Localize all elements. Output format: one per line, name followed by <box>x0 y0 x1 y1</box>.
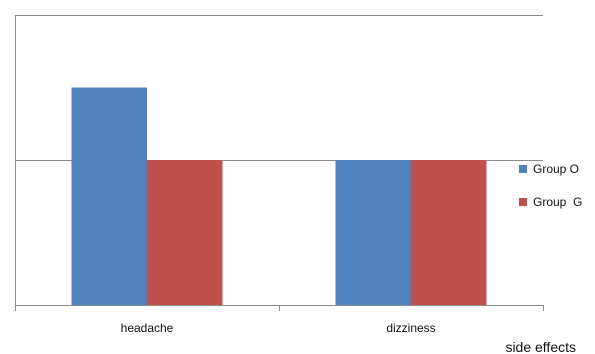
category-label-dizziness: dizziness <box>386 321 435 335</box>
x-axis-title: side effects <box>505 339 576 354</box>
bars <box>71 87 487 305</box>
legend: Group O Group G <box>519 162 582 209</box>
bar-headache-group-o <box>71 87 147 305</box>
legend-label-group-g: Group G <box>533 195 582 209</box>
legend-swatch-group-g <box>519 198 527 206</box>
bar-dizziness-group-o <box>335 160 411 305</box>
category-tick-labels: headache dizziness <box>121 321 436 335</box>
axes <box>15 15 544 311</box>
bar-dizziness-group-g <box>411 160 487 305</box>
category-label-headache: headache <box>121 321 174 335</box>
legend-label-group-o: Group O <box>533 162 579 176</box>
bar-headache-group-g <box>147 160 223 305</box>
legend-swatch-group-o <box>519 165 527 173</box>
